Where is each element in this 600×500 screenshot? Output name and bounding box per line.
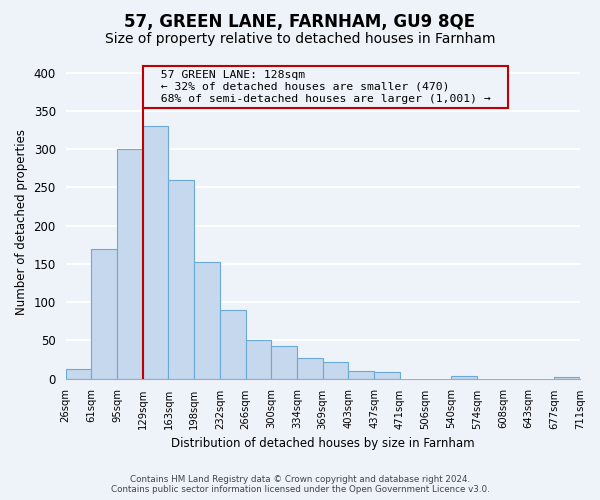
Bar bbox=[91, 248, 117, 378]
Bar bbox=[451, 376, 477, 378]
Y-axis label: Number of detached properties: Number of detached properties bbox=[15, 129, 28, 315]
Bar bbox=[554, 377, 580, 378]
Bar bbox=[169, 180, 194, 378]
Bar bbox=[374, 372, 400, 378]
Text: Size of property relative to detached houses in Farnham: Size of property relative to detached ho… bbox=[105, 32, 495, 46]
Bar bbox=[220, 310, 245, 378]
Text: Contains HM Land Registry data © Crown copyright and database right 2024.
Contai: Contains HM Land Registry data © Crown c… bbox=[110, 474, 490, 494]
Bar bbox=[194, 262, 220, 378]
Bar bbox=[349, 371, 374, 378]
Bar bbox=[245, 340, 271, 378]
Bar bbox=[143, 126, 169, 378]
Bar bbox=[65, 370, 91, 378]
Bar bbox=[117, 149, 143, 378]
Bar bbox=[271, 346, 297, 378]
Text: 57 GREEN LANE: 128sqm
  ← 32% of detached houses are smaller (470)
  68% of semi: 57 GREEN LANE: 128sqm ← 32% of detached … bbox=[146, 70, 504, 104]
Text: 57, GREEN LANE, FARNHAM, GU9 8QE: 57, GREEN LANE, FARNHAM, GU9 8QE bbox=[124, 12, 476, 30]
X-axis label: Distribution of detached houses by size in Farnham: Distribution of detached houses by size … bbox=[171, 437, 475, 450]
Bar bbox=[323, 362, 349, 378]
Bar bbox=[297, 358, 323, 378]
